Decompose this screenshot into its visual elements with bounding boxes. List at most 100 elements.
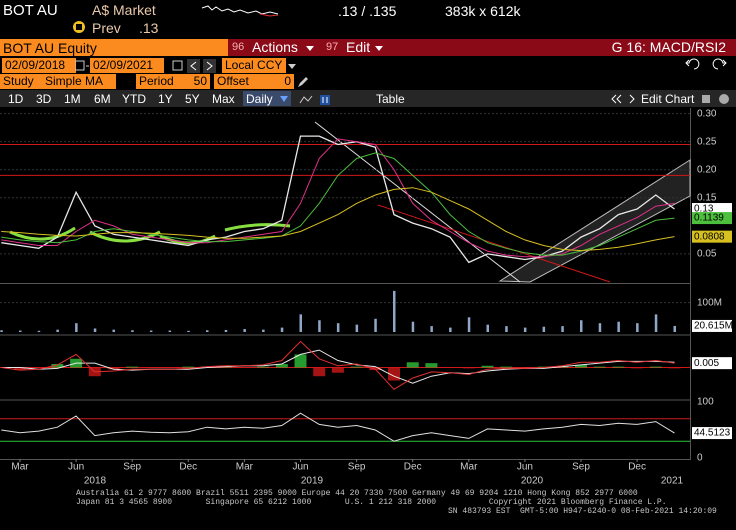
currency[interactable]: Local CCY xyxy=(222,58,286,73)
histogram-bar xyxy=(612,366,625,368)
last-value-label: 0.13 xyxy=(694,204,714,215)
volume-bar xyxy=(636,323,639,332)
last-value-box xyxy=(692,230,732,243)
footer xyxy=(0,488,736,530)
last-value-label: 0.0808 xyxy=(694,231,725,242)
y-tick-label: 0 xyxy=(697,453,703,464)
last-value-box xyxy=(692,357,732,370)
volume-bar xyxy=(523,327,527,332)
study-label: Study xyxy=(0,74,42,89)
y-tick-label: 0.20 xyxy=(697,164,717,175)
series-line xyxy=(1,340,675,390)
ticker: BOT AU xyxy=(3,2,58,19)
volume-bar xyxy=(449,327,452,332)
edit-menu[interactable]: Edit xyxy=(346,39,371,55)
last-value-label: 0.1139 xyxy=(694,213,724,224)
volume-bar xyxy=(598,323,602,332)
histogram-bar xyxy=(331,367,344,373)
volume-bar xyxy=(355,324,359,332)
histogram-bar xyxy=(425,363,438,368)
year-label: 2020 xyxy=(521,476,544,487)
x-tick-label: Mar xyxy=(11,462,29,473)
histogram-bar xyxy=(593,366,606,368)
trend-channel xyxy=(498,159,691,283)
range-button[interactable]: YTD xyxy=(122,92,146,106)
histogram-bar xyxy=(126,366,139,368)
series-line xyxy=(1,349,675,384)
undo-redo[interactable] xyxy=(680,58,736,74)
range-button[interactable]: 1D xyxy=(8,92,24,106)
alert-icon[interactable] xyxy=(72,20,86,34)
y-tick-label: 0.30 xyxy=(697,108,717,119)
footer-line: Japan 81 3 4565 8900 Singapore 65 6212 1… xyxy=(76,498,667,507)
series-line xyxy=(1,138,675,258)
last-value-box xyxy=(692,212,732,225)
volume-bar xyxy=(542,326,546,332)
prev-value: .13 xyxy=(139,20,159,36)
offset[interactable]: 0 xyxy=(258,74,294,89)
volume-bar xyxy=(673,325,676,332)
toolbar xyxy=(0,90,736,107)
year-label: 2019 xyxy=(301,476,324,487)
y-tick-label: 100 xyxy=(697,397,714,408)
x-tick-label: Sep xyxy=(123,462,141,473)
start-date[interactable]: 02/09/2018 xyxy=(2,58,76,73)
y-tick-label: 100M xyxy=(697,297,722,308)
histogram-bar xyxy=(631,367,644,369)
x-tick-label: Dec xyxy=(404,462,422,473)
series-line xyxy=(1,412,675,442)
range-button[interactable]: 1Y xyxy=(158,92,173,106)
collapse-icon[interactable] xyxy=(610,93,638,105)
study[interactable]: Simple MA xyxy=(42,74,116,89)
range-button[interactable]: 1M xyxy=(64,92,81,106)
toolbar-icons[interactable] xyxy=(280,95,340,105)
series-line xyxy=(1,187,675,252)
volume-bar xyxy=(93,328,97,332)
histogram-bar xyxy=(275,364,288,368)
x-tick-label: Jun xyxy=(68,462,84,473)
volume-bar xyxy=(262,329,265,332)
range-button[interactable]: 6M xyxy=(94,92,111,106)
actions-menu[interactable]: Actions xyxy=(252,39,298,55)
volume-bar xyxy=(75,323,78,332)
volume-bar xyxy=(467,317,471,332)
range-button[interactable]: 5Y xyxy=(185,92,200,106)
frequency[interactable]: Daily xyxy=(246,92,273,106)
sparkline xyxy=(201,5,279,17)
volume-bar xyxy=(112,329,115,332)
market: A$ Market xyxy=(92,2,156,18)
histogram-bar xyxy=(575,364,587,368)
range-button[interactable]: 3D xyxy=(36,92,52,106)
frequency-box[interactable] xyxy=(243,91,291,106)
date-controls[interactable] xyxy=(75,59,225,73)
last-value-label: 20.615M xyxy=(694,321,733,332)
edit-chart[interactable]: Edit Chart xyxy=(641,92,695,106)
pen-icon[interactable] xyxy=(296,75,310,89)
chart-icons[interactable] xyxy=(700,92,734,106)
security[interactable]: BOT AU Equity xyxy=(3,40,97,56)
year-label: 2021 xyxy=(661,476,684,487)
volume-bar xyxy=(617,321,620,332)
volume-bar xyxy=(37,330,41,332)
range-button[interactable]: Max xyxy=(212,92,235,106)
histogram-bar xyxy=(51,364,64,368)
volume-bar xyxy=(299,314,302,332)
volume-bar xyxy=(168,330,172,332)
trend-line xyxy=(377,204,611,283)
period[interactable]: 50 xyxy=(180,74,210,89)
histogram-bar xyxy=(350,366,363,368)
histogram-bar xyxy=(294,354,307,368)
end-date[interactable]: 02/09/2021 xyxy=(90,58,164,73)
template: G 16: MACD/RSI2 xyxy=(611,39,726,55)
volume-bar xyxy=(56,329,59,332)
volume-bar xyxy=(580,320,583,332)
volume-bar xyxy=(149,330,153,332)
histogram-bar xyxy=(107,367,120,370)
table-button[interactable]: Table xyxy=(376,92,405,106)
histogram-bar xyxy=(406,362,419,368)
histogram-bar xyxy=(649,366,662,368)
size: 383k x 612k xyxy=(445,3,521,19)
volume-bar xyxy=(131,330,134,332)
period-label: Period xyxy=(136,74,182,89)
volume-bar xyxy=(243,329,246,332)
